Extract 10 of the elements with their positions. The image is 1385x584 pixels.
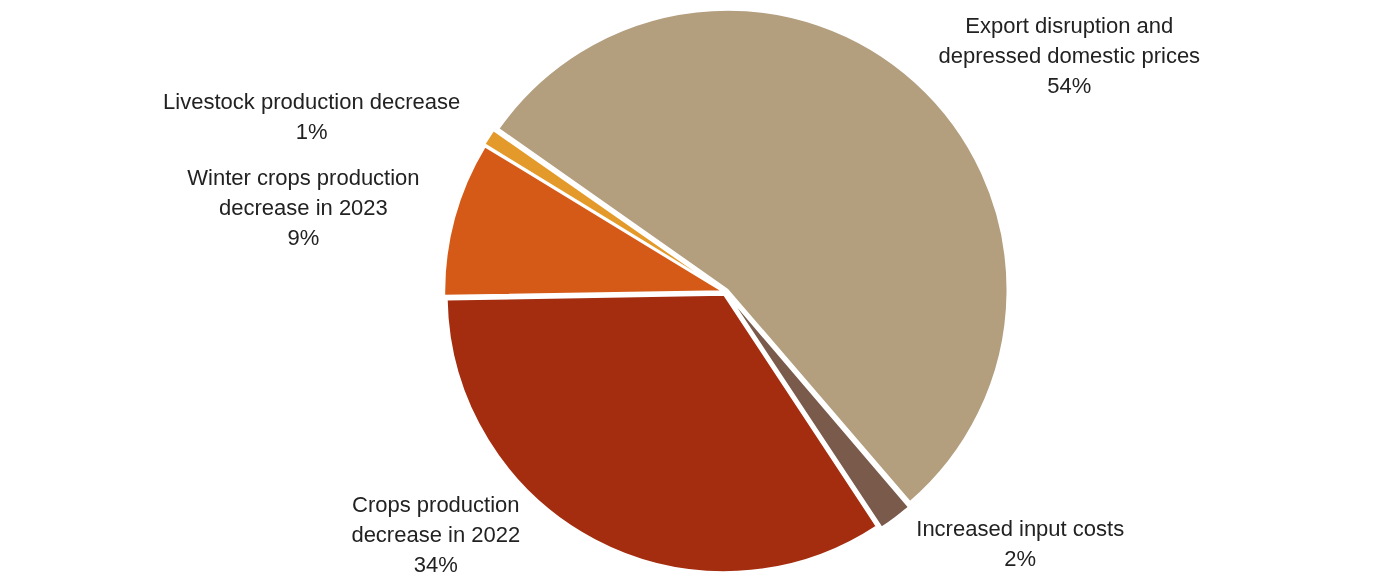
slice-label: Increased input costs <box>916 516 1125 542</box>
slice-label: Crops production decrease in 2022 <box>351 492 521 548</box>
data-label: 34% <box>413 552 458 578</box>
data-label: 9% <box>287 224 320 250</box>
data-label: 2% <box>1004 546 1037 572</box>
data-label: 54% <box>1047 73 1092 99</box>
slice-label: Winter crops production decrease in 2023 <box>187 164 420 220</box>
data-label: 1% <box>295 119 328 145</box>
slice-label: Export disruption and depressed domestic prices <box>938 13 1201 69</box>
slice-label: Livestock production decrease <box>163 89 461 115</box>
